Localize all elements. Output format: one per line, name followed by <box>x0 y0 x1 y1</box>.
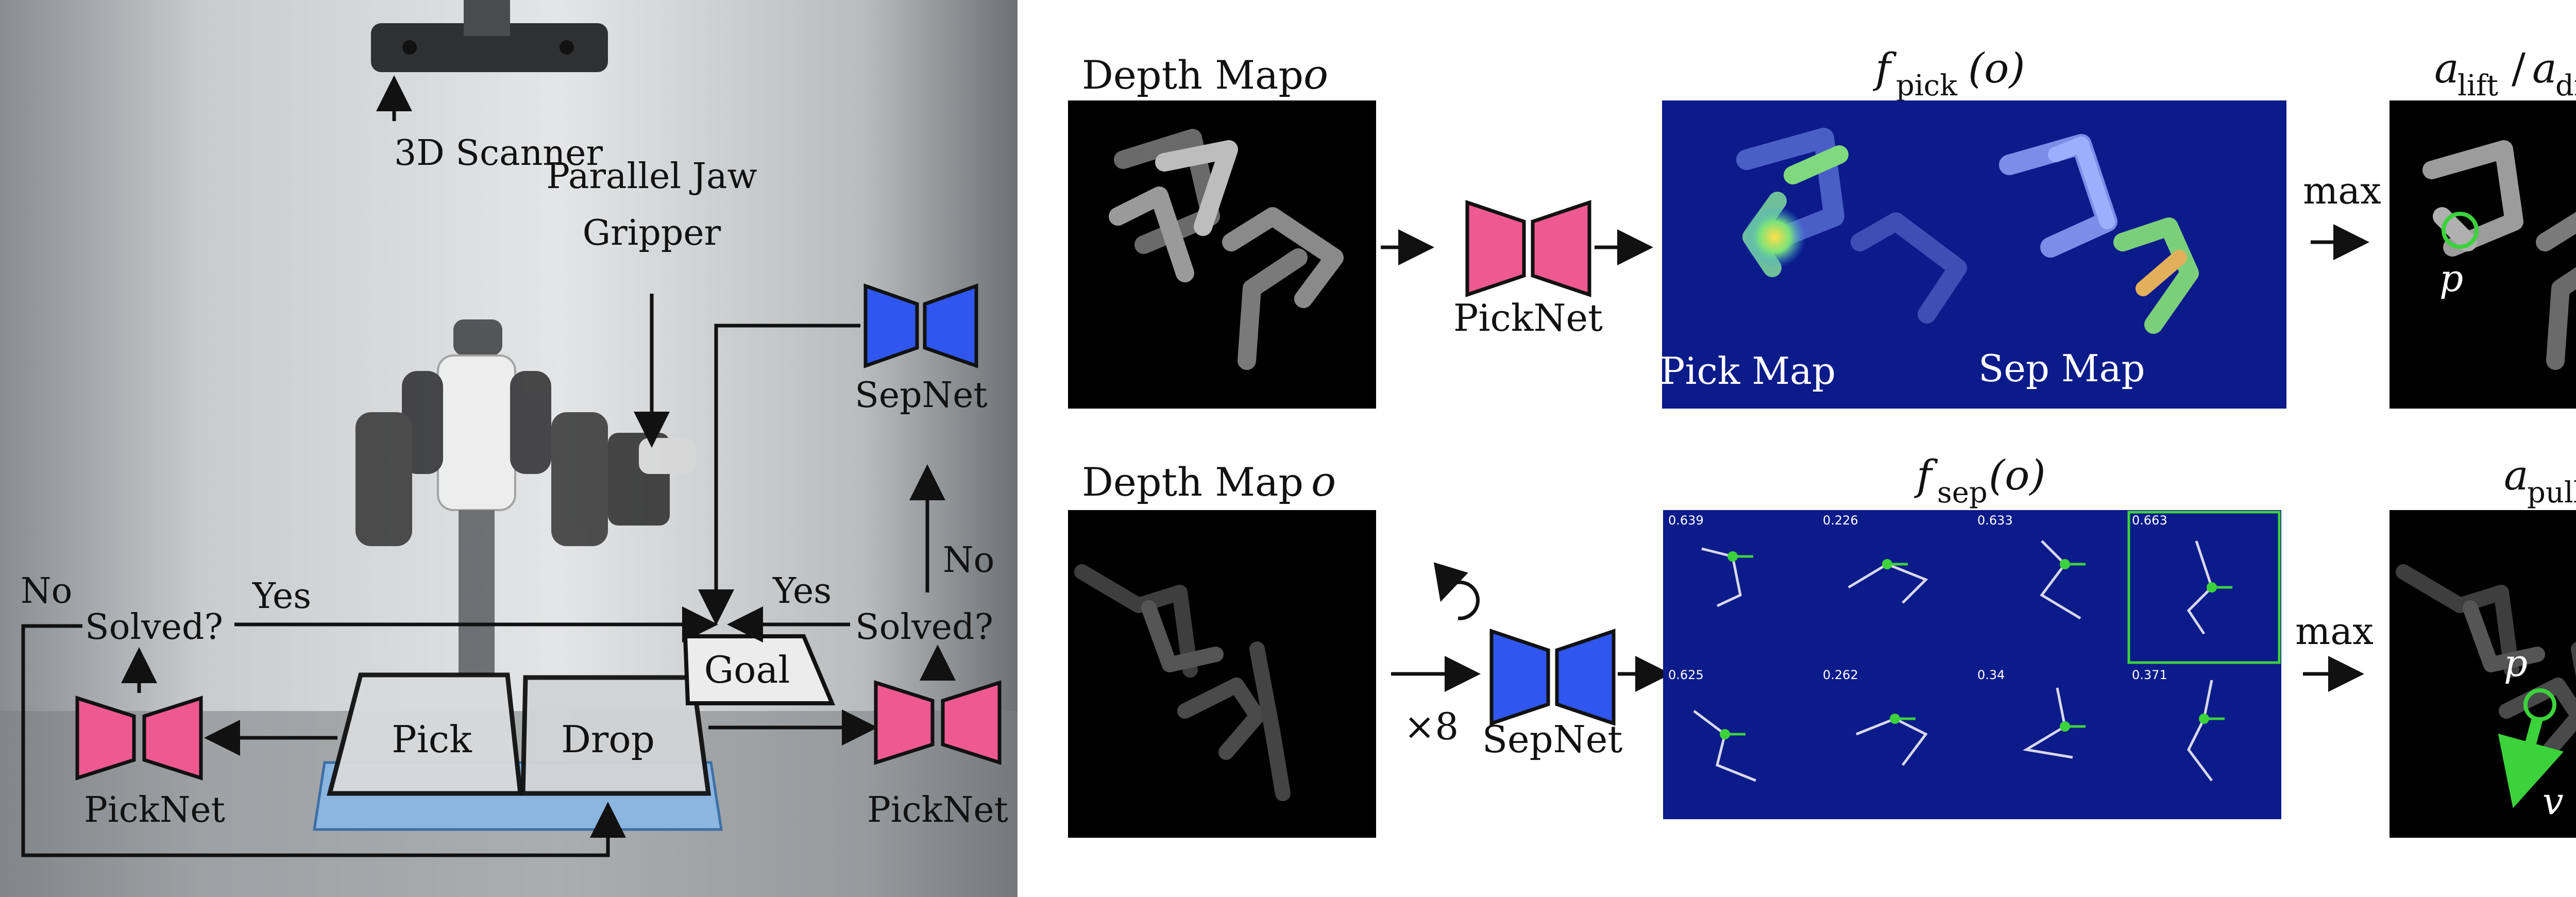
bottom-result-map <box>2389 510 2576 838</box>
grid-cell-score: 0.226 <box>1823 513 1858 528</box>
sep-map-label: Sep Map <box>1978 347 2145 390</box>
grid-cell-wire <box>1848 563 1928 604</box>
sepnet-left-label: SepNet <box>855 375 987 416</box>
top-depth-var: o <box>1303 50 1328 98</box>
grid-cell-wire <box>1701 547 1742 607</box>
grid-cell-score: 0.663 <box>2132 513 2167 528</box>
top-max-label: max <box>2303 169 2381 212</box>
drop-action-a: a <box>2532 44 2557 92</box>
scanner-label: 3D Scanner <box>394 133 603 174</box>
drop-label: Drop <box>561 718 655 761</box>
no-left-label: No <box>21 571 72 612</box>
bottom-depth-var: o <box>1311 458 1336 505</box>
sepnet-to-goal-arrow <box>698 324 860 625</box>
bottom-depth-map <box>1068 510 1376 838</box>
lift-action-sub: lift <box>2458 69 2499 103</box>
pick-map-label: Pick Map <box>1660 349 1836 393</box>
bottom-max-label: max <box>2295 610 2374 653</box>
sepnet-icon-left <box>863 283 978 368</box>
solved-left-no-arrow <box>21 624 626 857</box>
robot-illustration <box>355 319 696 675</box>
grid-cell-wire <box>2040 540 2081 620</box>
picknet-right-label: PickNet <box>867 790 1008 831</box>
bottom-depth-title: Depth Map <box>1082 459 1303 505</box>
fpick-title-sub: pick <box>1896 69 1958 103</box>
grid-cell-score: 0.34 <box>1977 668 2005 682</box>
pull-action-a: a <box>2504 451 2529 499</box>
bottom-result-title: a pull <box>2504 451 2576 510</box>
gripper-label-line2: Gripper <box>583 213 721 253</box>
top-depth-title: Depth Map <box>1082 52 1303 98</box>
loop-icon <box>1433 562 1480 620</box>
yes-right-label: Yes <box>772 571 832 612</box>
gripper-label-line1: Parallel Jaw <box>546 156 757 197</box>
drop-action-sub: drop <box>2555 69 2576 103</box>
pull-action-sub: pull <box>2527 476 2576 510</box>
grid-cell-score: 0.262 <box>1823 668 1858 682</box>
top-point-label: p <box>2439 257 2463 300</box>
fpick-title-f: f <box>1873 44 1897 92</box>
grid-best-highlight <box>2127 511 2281 664</box>
grid-cell-score: 0.625 <box>1668 668 1704 682</box>
yes-left-label: Yes <box>252 576 311 617</box>
grid-cell-wire <box>2187 540 2213 635</box>
fsep-title-f: f <box>1914 451 1938 499</box>
lift-action-a: a <box>2434 44 2459 92</box>
top-result-title: a lift / a drop <box>2434 44 2576 103</box>
fsep-title-sub: sep <box>1937 476 1988 510</box>
scanner-illustration <box>371 0 608 72</box>
picknet-icon-right <box>874 680 1002 765</box>
top-heatmap <box>1662 100 2286 409</box>
pick-label: Pick <box>392 718 472 761</box>
goal-label: Goal <box>704 648 790 691</box>
picknet-left-label: PickNet <box>84 790 225 831</box>
sep-direction-grid: 0.639 0.226 0.633 0.663 0.625 0.262 0.34 0.371 <box>1663 510 2281 819</box>
top-result-map <box>2389 100 2576 409</box>
picknet-icon-left <box>75 696 203 781</box>
repeat-label: ×8 <box>1404 705 1459 748</box>
top-picknet-label: PickNet <box>1453 296 1603 340</box>
bottom-sepnet-icon <box>1489 629 1616 726</box>
no-right-label: No <box>943 540 994 581</box>
grid-cell-wire <box>2187 680 2213 782</box>
bottom-point-label: p <box>2504 641 2528 685</box>
grid-cell-wire <box>1693 710 1756 782</box>
top-depth-map <box>1068 100 1376 409</box>
grid-cell-score: 0.371 <box>2132 668 2167 682</box>
goal-box <box>683 634 836 705</box>
solved-left-label: Solved? <box>85 607 223 648</box>
grid-cell-score: 0.639 <box>1668 513 1704 528</box>
fpick-title-arg: (o) <box>1968 44 2025 92</box>
grid-cell-wire <box>1856 717 1928 766</box>
bottom-sepnet-label: SepNet <box>1482 718 1623 761</box>
grid-cell-wire <box>2022 687 2073 759</box>
action-slash: / <box>2512 44 2526 92</box>
fsep-title-arg: (o) <box>1989 451 2046 499</box>
top-picknet-icon <box>1465 200 1591 297</box>
grid-cell-score: 0.633 <box>1977 513 2013 528</box>
bottom-vector-label: v <box>2543 780 2564 823</box>
solved-right-label: Solved? <box>855 607 993 648</box>
